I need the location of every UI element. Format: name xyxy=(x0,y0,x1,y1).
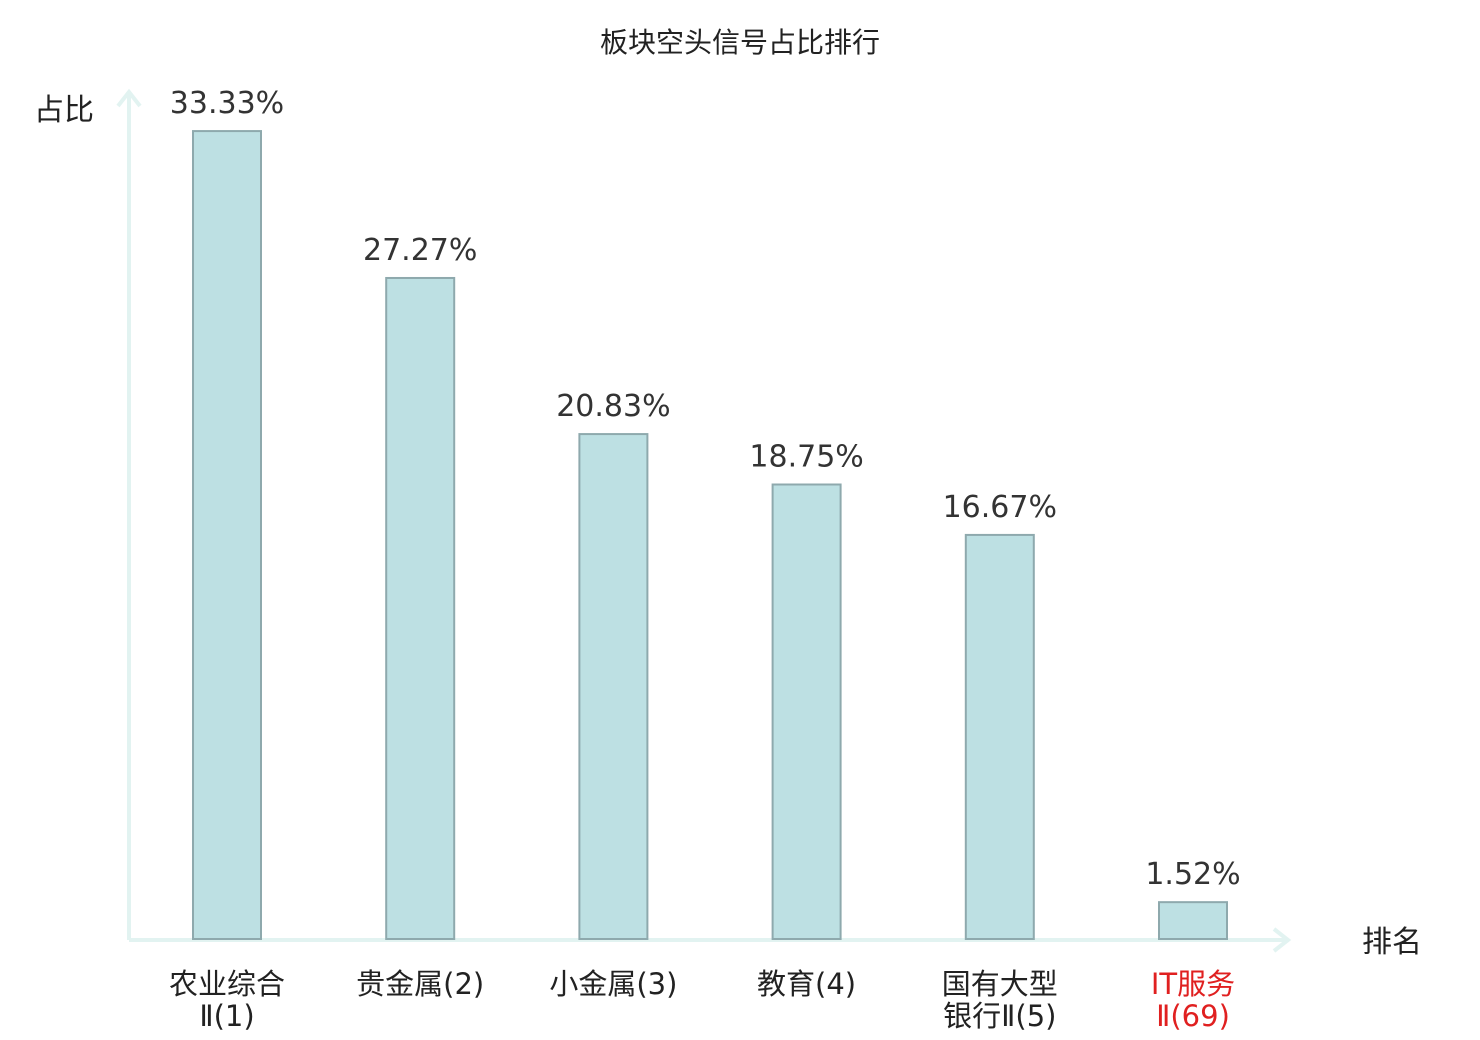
x-axis-label: 排名 xyxy=(1362,925,1422,960)
value-label-6: 1.52% xyxy=(1145,857,1240,892)
category-label-3: 小金属(3) xyxy=(549,967,677,1001)
value-labels-group: 33.33% 27.27% 20.83% 18.75% 16.67% 1.52% xyxy=(170,86,1241,892)
value-label-5: 16.67% xyxy=(943,490,1057,525)
bar-4 xyxy=(771,483,842,940)
bar-5 xyxy=(964,533,1035,940)
category-label-4: 教育(4) xyxy=(757,967,856,1001)
category-label-6-line-1: IT服务 xyxy=(1151,967,1235,1001)
value-label-1: 33.33% xyxy=(170,86,284,121)
bars-group xyxy=(192,130,1228,941)
bar-6 xyxy=(1158,901,1228,941)
category-label-5-line-2: 银行Ⅱ(5) xyxy=(943,999,1056,1033)
category-label-6-line-2: Ⅱ(69) xyxy=(1156,999,1230,1033)
value-label-3: 20.83% xyxy=(556,389,670,424)
category-label-5-line-1: 国有大型 xyxy=(942,967,1058,1001)
y-axis-label: 占比 xyxy=(34,93,94,128)
bar-3 xyxy=(578,433,649,940)
bar-1 xyxy=(192,130,262,940)
y-axis-arrow xyxy=(116,88,142,108)
chart-title: 板块空头信号占比排行 xyxy=(600,26,880,59)
value-label-4: 18.75% xyxy=(749,440,863,475)
category-label-1-line-1: 农业综合 xyxy=(169,967,285,1001)
value-label-2: 27.27% xyxy=(363,233,477,268)
category-label-2: 贵金属(2) xyxy=(356,967,484,1001)
x-axis-arrow xyxy=(1272,927,1292,953)
bar-2 xyxy=(385,276,456,940)
category-label-1-line-2: Ⅱ(1) xyxy=(199,999,254,1033)
